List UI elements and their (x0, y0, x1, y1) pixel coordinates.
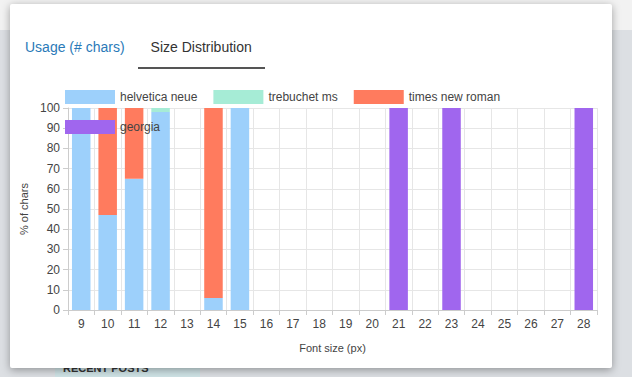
svg-text:% of chars: % of chars (18, 183, 30, 235)
svg-text:11: 11 (128, 317, 141, 331)
svg-text:22: 22 (418, 317, 432, 331)
svg-text:25: 25 (498, 317, 512, 331)
svg-text:100: 100 (40, 101, 60, 115)
svg-text:30: 30 (47, 242, 61, 256)
svg-text:18: 18 (313, 317, 327, 331)
svg-text:70: 70 (47, 162, 61, 176)
svg-text:13: 13 (180, 317, 194, 331)
svg-text:helvetica neue: helvetica neue (120, 90, 198, 104)
svg-text:10: 10 (47, 283, 61, 297)
svg-text:26: 26 (524, 317, 538, 331)
svg-text:times new roman: times new roman (409, 90, 500, 104)
svg-text:20: 20 (47, 263, 61, 277)
svg-text:16: 16 (260, 317, 274, 331)
svg-text:40: 40 (47, 222, 61, 236)
svg-text:50: 50 (47, 202, 61, 216)
svg-text:24: 24 (471, 317, 485, 331)
svg-text:trebuchet ms: trebuchet ms (268, 90, 337, 104)
svg-text:17: 17 (286, 317, 300, 331)
svg-text:90: 90 (47, 121, 61, 135)
svg-text:0: 0 (53, 303, 60, 317)
svg-text:10: 10 (101, 317, 115, 331)
svg-text:21: 21 (392, 317, 406, 331)
html-text:Size Distribution: Size Distribution (150, 39, 252, 55)
svg-text:20: 20 (365, 317, 379, 331)
svg-text:12: 12 (154, 317, 168, 331)
svg-text:23: 23 (445, 317, 459, 331)
svg-text:60: 60 (47, 182, 61, 196)
svg-text:28: 28 (577, 317, 591, 331)
html-text:Usage (# chars): Usage (# chars) (25, 39, 125, 55)
svg-text:14: 14 (207, 317, 221, 331)
svg-text:georgia: georgia (120, 120, 160, 134)
svg-text:27: 27 (551, 317, 565, 331)
svg-text:9: 9 (78, 317, 85, 331)
svg-text:19: 19 (339, 317, 353, 331)
svg-text:80: 80 (47, 141, 61, 155)
html-text:RECENT POSTS: RECENT POSTS (63, 362, 149, 374)
svg-text:Font size (px): Font size (px) (299, 342, 366, 354)
svg-text:15: 15 (233, 317, 247, 331)
